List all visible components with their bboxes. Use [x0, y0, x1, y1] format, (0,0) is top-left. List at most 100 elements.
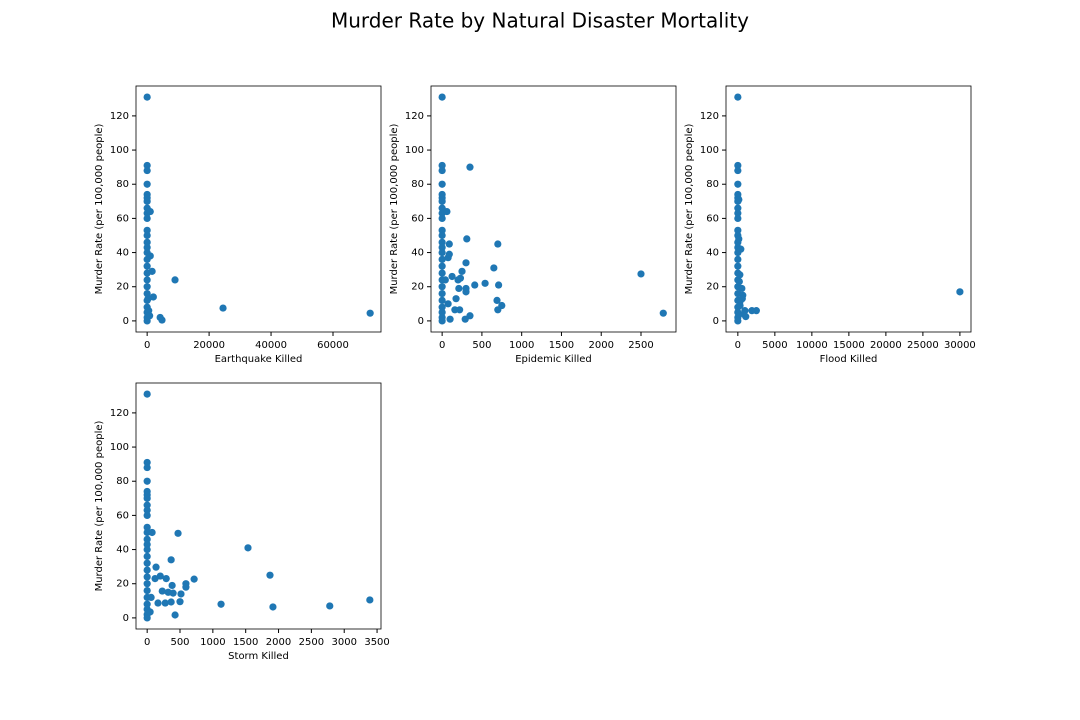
point	[494, 240, 502, 248]
point	[734, 180, 742, 188]
point	[143, 614, 151, 622]
point	[738, 284, 746, 293]
point	[151, 575, 159, 583]
point	[168, 581, 176, 590]
point	[438, 289, 446, 298]
point	[734, 317, 742, 325]
point	[438, 197, 446, 205]
y-tick-label: 0	[123, 613, 129, 624]
point	[148, 267, 156, 275]
point	[445, 250, 453, 258]
point	[438, 303, 446, 311]
x-tick-label: 15000	[833, 340, 865, 351]
point	[734, 226, 742, 234]
x-tick-label: 1000	[509, 340, 534, 351]
point	[462, 259, 470, 267]
point	[152, 563, 160, 571]
x-tick-label: 20000	[193, 340, 225, 351]
point	[143, 390, 151, 398]
y-tick-label: 80	[706, 179, 719, 190]
point	[734, 214, 742, 222]
point	[217, 600, 225, 608]
point	[441, 276, 449, 284]
point	[438, 231, 446, 240]
point	[734, 255, 742, 263]
point	[438, 283, 446, 291]
y-tick-label: 60	[411, 213, 424, 224]
point	[143, 231, 151, 240]
point	[445, 240, 453, 248]
point	[177, 590, 185, 598]
point	[458, 267, 466, 275]
point	[146, 608, 154, 616]
point	[143, 540, 151, 549]
point	[438, 238, 446, 246]
point	[161, 599, 169, 607]
point	[735, 278, 743, 286]
point	[438, 166, 446, 175]
point	[174, 529, 182, 537]
y-tick-label: 80	[116, 179, 129, 190]
y-axis-label: Murder Rate (per 100,000 people)	[94, 123, 105, 294]
point	[190, 575, 198, 583]
point	[438, 248, 446, 257]
point	[438, 214, 446, 222]
point	[734, 308, 742, 316]
point	[143, 586, 151, 595]
point	[740, 310, 748, 318]
y-tick-label: 60	[116, 213, 129, 224]
point	[438, 308, 446, 316]
point	[736, 301, 744, 310]
x-axis-label: Flood Killed	[820, 354, 878, 365]
axes-frame	[135, 85, 382, 333]
axes-frame	[135, 382, 382, 630]
y-tick-label: 60	[706, 213, 719, 224]
point	[461, 315, 469, 323]
point	[438, 161, 446, 170]
point	[438, 317, 446, 325]
y-tick-label: 80	[411, 179, 424, 190]
point	[438, 226, 446, 234]
point	[147, 593, 155, 601]
x-tick-label: 10000	[796, 340, 828, 351]
point	[737, 245, 745, 253]
point	[143, 214, 151, 222]
point	[143, 238, 151, 246]
x-tick-label: 25000	[907, 340, 939, 351]
point	[456, 306, 464, 314]
axes-frame	[725, 85, 972, 333]
point	[438, 296, 446, 304]
point	[143, 180, 151, 188]
x-tick-label: 1000	[200, 637, 225, 648]
point	[438, 255, 446, 263]
x-tick-label: 60000	[317, 340, 349, 351]
point	[148, 528, 156, 537]
point	[219, 304, 227, 312]
point	[734, 161, 742, 170]
x-tick-label: 0	[144, 637, 150, 648]
point	[736, 271, 744, 279]
y-tick-label: 80	[116, 476, 129, 487]
x-tick-label: 2500	[299, 637, 324, 648]
point	[748, 307, 756, 315]
point	[438, 269, 446, 277]
point	[438, 180, 446, 188]
y-tick-label: 40	[116, 545, 129, 556]
point	[143, 477, 151, 485]
point	[481, 279, 489, 287]
point	[493, 296, 501, 304]
point	[463, 235, 471, 243]
y-tick-label: 100	[110, 442, 129, 453]
point	[146, 312, 154, 320]
y-tick-label: 40	[116, 248, 129, 259]
point	[734, 93, 742, 101]
point	[143, 166, 151, 175]
y-tick-label: 0	[713, 316, 719, 327]
x-tick-label: 0	[735, 340, 741, 351]
point	[143, 545, 151, 554]
point	[734, 204, 742, 212]
point	[366, 309, 374, 317]
point	[143, 463, 151, 472]
y-tick-label: 20	[116, 579, 129, 590]
point	[143, 458, 151, 467]
